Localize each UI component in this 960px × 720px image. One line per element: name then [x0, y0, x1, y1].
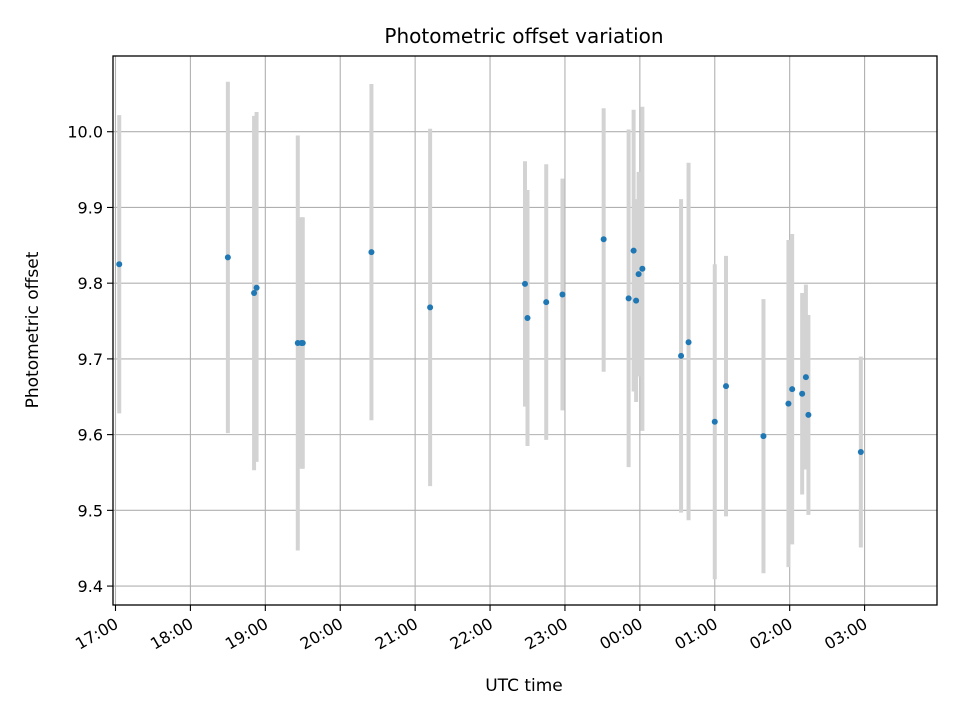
data-point	[723, 383, 730, 390]
data-point	[251, 290, 258, 297]
data-point	[116, 261, 123, 268]
plot-frame	[112, 55, 938, 606]
y-tick-label: 9.5	[78, 501, 103, 520]
data-point	[368, 249, 375, 256]
data-point	[600, 236, 607, 243]
x-axis-title: UTC time	[485, 676, 563, 696]
data-point	[802, 374, 809, 381]
data-point	[427, 304, 434, 311]
y-tick-label: 9.6	[78, 426, 103, 445]
data-point	[253, 284, 260, 291]
y-axis-title: Photometric offset	[23, 251, 43, 408]
chart-title: Photometric offset variation	[384, 24, 663, 48]
y-tick-label: 9.7	[78, 350, 103, 369]
y-tick-label: 9.4	[78, 577, 103, 596]
data-point	[633, 297, 640, 304]
y-axis-ticks: 9.4 9.5 9.6 9.7 9.8 9.9 10.0	[67, 123, 113, 596]
data-point	[559, 291, 566, 298]
y-tick-label: 9.8	[78, 274, 103, 293]
data-point	[711, 418, 718, 425]
data-point	[639, 265, 646, 272]
data-point	[625, 295, 632, 302]
data-point	[785, 400, 792, 407]
data-point	[635, 271, 642, 278]
data-point	[524, 315, 531, 322]
data-point	[299, 339, 306, 346]
data-point	[630, 247, 637, 254]
data-point	[685, 339, 692, 346]
data-point	[522, 280, 528, 287]
data-point	[799, 390, 806, 397]
data-point	[678, 352, 685, 359]
data-point	[789, 386, 796, 393]
data-point	[857, 449, 864, 456]
data-point	[805, 411, 812, 418]
y-tick-label: 9.9	[78, 198, 103, 217]
data-points	[116, 236, 864, 456]
data-point	[760, 433, 767, 440]
data-point	[224, 254, 231, 261]
y-tick-label: 10.0	[67, 123, 103, 142]
data-point	[543, 299, 550, 306]
